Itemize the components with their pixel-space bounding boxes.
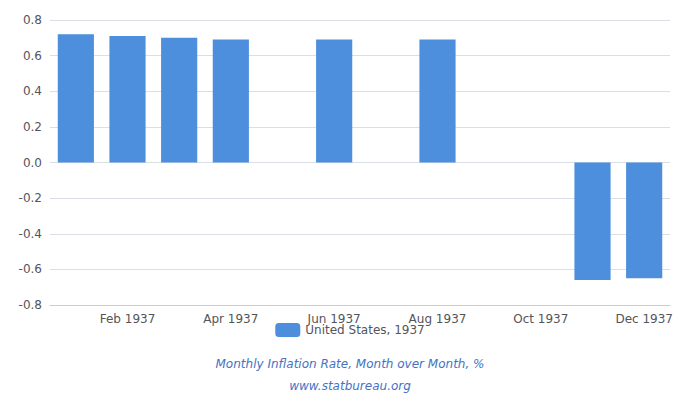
svg-text:Oct 1937: Oct 1937 xyxy=(513,312,568,326)
svg-text:-0.4: -0.4 xyxy=(19,227,42,241)
svg-text:Feb 1937: Feb 1937 xyxy=(100,312,156,326)
svg-text:Monthly Inflation Rate, Month: Monthly Inflation Rate, Month over Month… xyxy=(216,357,485,371)
svg-text:-0.2: -0.2 xyxy=(19,191,42,205)
svg-text:Apr 1937: Apr 1937 xyxy=(203,312,258,326)
svg-text:Aug 1937: Aug 1937 xyxy=(408,312,467,326)
svg-text:Jun 1937: Jun 1937 xyxy=(307,312,361,326)
svg-text:-0.8: -0.8 xyxy=(19,298,42,312)
svg-text:United States, 1937: United States, 1937 xyxy=(305,323,424,337)
svg-text:0.8: 0.8 xyxy=(23,13,42,27)
svg-text:0.2: 0.2 xyxy=(23,120,42,134)
svg-text:0.6: 0.6 xyxy=(23,49,42,63)
svg-text:-0.6: -0.6 xyxy=(19,262,42,276)
svg-text:0.0: 0.0 xyxy=(23,156,42,170)
svg-text:www.statbureau.org: www.statbureau.org xyxy=(289,379,411,393)
svg-text:0.4: 0.4 xyxy=(23,84,42,98)
svg-text:Dec 1937: Dec 1937 xyxy=(615,312,673,326)
